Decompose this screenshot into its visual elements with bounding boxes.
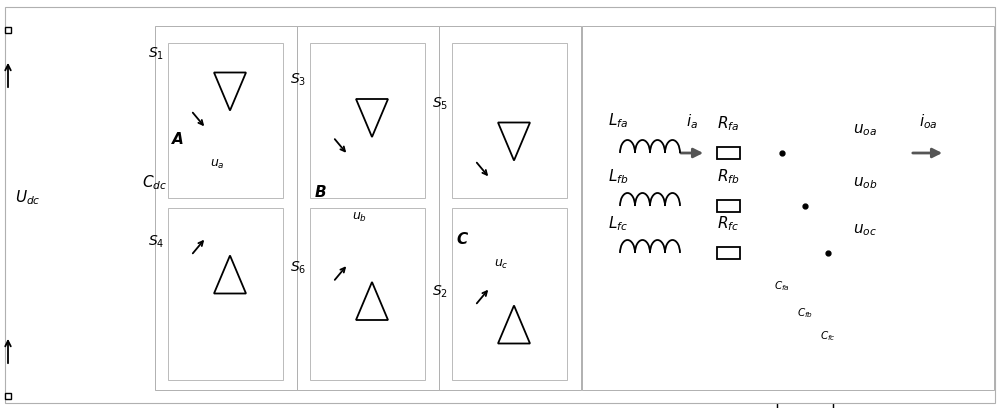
Text: B: B xyxy=(314,185,326,200)
Polygon shape xyxy=(214,73,246,111)
Bar xyxy=(5,393,11,399)
Text: $u_a$: $u_a$ xyxy=(210,158,225,171)
Text: $C_{fa}$: $C_{fa}$ xyxy=(774,279,790,293)
Text: $L_{fb}$: $L_{fb}$ xyxy=(608,167,628,186)
Text: $C_{fc}$: $C_{fc}$ xyxy=(820,330,836,343)
Text: C: C xyxy=(457,232,468,247)
Bar xyxy=(168,43,283,198)
Bar xyxy=(155,26,297,390)
Text: $u_{ob}$: $u_{ob}$ xyxy=(853,175,877,191)
Polygon shape xyxy=(498,122,530,160)
Text: $u_c$: $u_c$ xyxy=(494,258,509,271)
Text: $S_3$: $S_3$ xyxy=(290,71,306,88)
Text: $u_{oa}$: $u_{oa}$ xyxy=(853,122,877,138)
Text: A: A xyxy=(172,132,184,147)
Text: $C_{dc}$: $C_{dc}$ xyxy=(142,174,168,192)
Text: $S_2$: $S_2$ xyxy=(432,283,448,299)
Bar xyxy=(716,147,740,159)
Text: $S_6$: $S_6$ xyxy=(290,259,306,276)
Bar xyxy=(168,208,283,380)
Text: $R_{fa}$: $R_{fa}$ xyxy=(717,114,739,133)
Bar xyxy=(716,247,740,259)
Bar xyxy=(5,27,11,33)
Text: $U_{dc}$: $U_{dc}$ xyxy=(15,188,41,207)
Text: $i_a$: $i_a$ xyxy=(686,112,698,131)
Text: $S_5$: $S_5$ xyxy=(432,95,448,111)
Text: $L_{fc}$: $L_{fc}$ xyxy=(608,214,628,233)
Bar xyxy=(310,208,425,380)
Text: $R_{fb}$: $R_{fb}$ xyxy=(717,167,739,186)
Bar xyxy=(716,200,740,212)
Polygon shape xyxy=(356,282,388,320)
Bar xyxy=(777,396,833,408)
Text: $L_{fa}$: $L_{fa}$ xyxy=(608,111,628,130)
Text: $S_4$: $S_4$ xyxy=(148,233,164,250)
Bar xyxy=(439,26,581,390)
Bar xyxy=(297,26,439,390)
Text: $C_{fb}$: $C_{fb}$ xyxy=(797,306,813,320)
Text: $i_{oa}$: $i_{oa}$ xyxy=(919,112,937,131)
Polygon shape xyxy=(214,255,246,293)
Bar xyxy=(582,26,994,390)
Text: $u_{oc}$: $u_{oc}$ xyxy=(853,222,877,238)
Polygon shape xyxy=(356,99,388,137)
Bar xyxy=(452,43,567,198)
Text: $u_b$: $u_b$ xyxy=(352,211,367,224)
Polygon shape xyxy=(498,306,530,344)
Text: $R_{fc}$: $R_{fc}$ xyxy=(717,214,739,233)
Bar xyxy=(310,43,425,198)
Bar xyxy=(452,208,567,380)
Text: $S_1$: $S_1$ xyxy=(148,45,164,62)
